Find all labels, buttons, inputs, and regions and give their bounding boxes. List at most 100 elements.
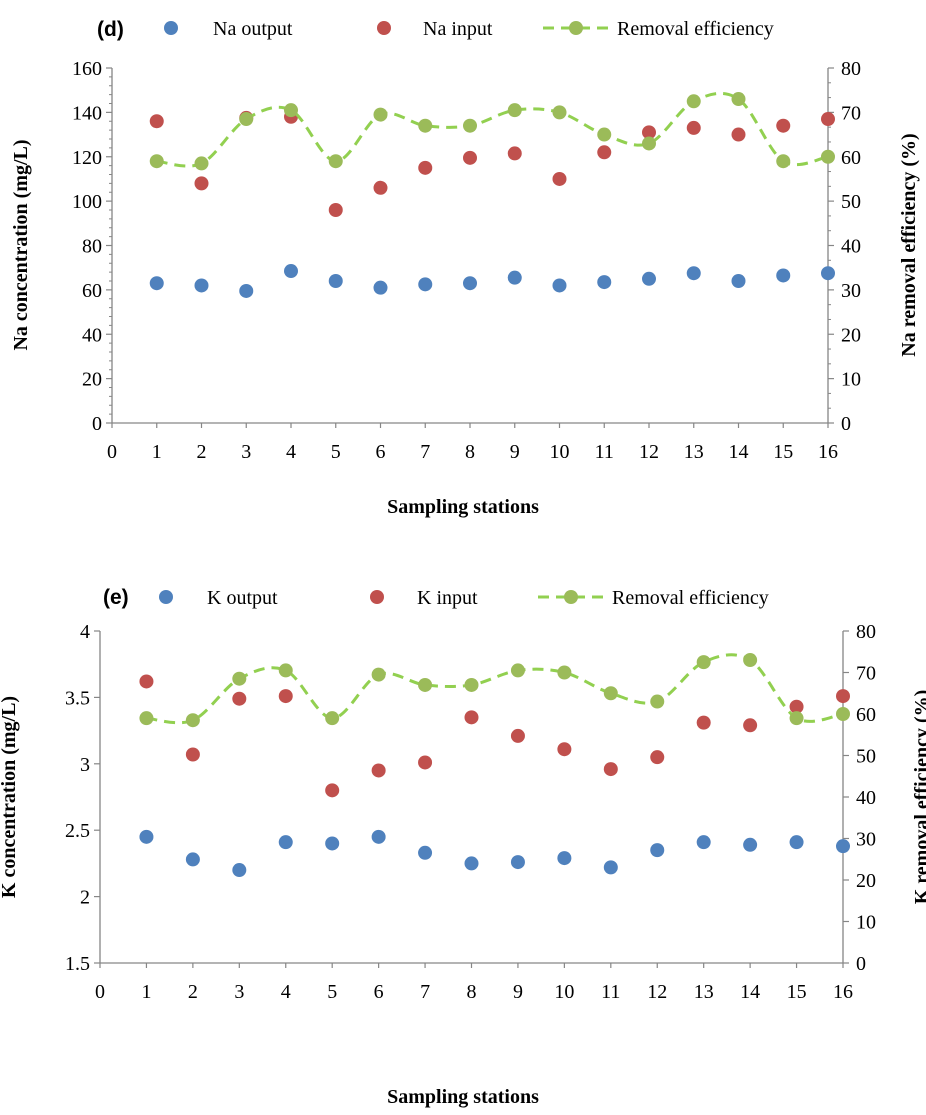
- data-point-na-output-d-station-6: [373, 280, 388, 295]
- x-tick-label-d: 7: [420, 441, 430, 463]
- x-tick-label-e: 3: [234, 981, 244, 1003]
- data-point-k-output-e-station-15: [789, 835, 804, 850]
- y-tick-label-right-e: 70: [856, 663, 876, 685]
- data-point-na-input-d-station-7: [418, 160, 433, 175]
- data-point-removal-efficiency-e-station-8: [464, 677, 479, 692]
- data-point-k-output-e-station-12: [650, 843, 665, 858]
- series-na-output-d: [149, 264, 835, 298]
- data-point-removal-efficiency-d-station-12: [642, 136, 656, 151]
- series-removal-efficiency-d: [149, 91, 835, 171]
- y-axis-title-right-e: K removal efficiency (%): [911, 690, 926, 905]
- data-point-k-input-e-station-1: [139, 674, 154, 689]
- data-point-k-output-e-station-8: [464, 856, 479, 871]
- data-point-na-output-d-station-4: [284, 264, 298, 279]
- x-tick-label-e: 6: [374, 981, 384, 1003]
- x-tick-label-e: 16: [833, 981, 853, 1003]
- x-tick-label-d: 13: [684, 441, 704, 463]
- data-point-k-input-e-station-5: [325, 783, 340, 798]
- data-point-k-input-e-station-6: [371, 763, 386, 778]
- legend-d: Na output Na input Removal efficiency: [164, 18, 774, 40]
- series-k-input-e: [139, 674, 850, 798]
- y-tick-label-left-e: 4: [80, 621, 90, 643]
- data-point-k-output-e-station-3: [232, 863, 247, 878]
- data-point-k-output-e-station-11: [603, 860, 618, 875]
- data-point-removal-efficiency-e-station-1: [139, 711, 154, 726]
- x-tick-label-e: 12: [647, 981, 667, 1003]
- data-point-na-input-d-station-5: [328, 203, 343, 217]
- data-point-removal-efficiency-d-station-16: [821, 149, 835, 164]
- data-point-removal-efficiency-d-station-7: [418, 118, 433, 133]
- data-point-k-output-e-station-2: [185, 852, 200, 867]
- legend-marker-k-output: [159, 590, 173, 604]
- data-point-removal-efficiency-e-station-3: [232, 671, 247, 686]
- data-point-na-output-d-station-2: [194, 278, 209, 293]
- data-point-na-input-d-station-8: [463, 150, 477, 165]
- data-point-k-input-e-station-8: [464, 710, 479, 725]
- data-point-na-output-d-station-10: [552, 278, 567, 293]
- y-tick-label-left-d: 60: [82, 280, 102, 302]
- x-tick-label-e: 1: [141, 981, 151, 1003]
- data-point-na-input-d-station-11: [597, 145, 612, 160]
- legend-label-na-input: Na input: [423, 18, 493, 40]
- y-tick-label-left-d: 20: [82, 369, 102, 391]
- data-point-na-output-d-station-15: [776, 268, 791, 283]
- data-point-removal-efficiency-d-station-9: [507, 103, 522, 118]
- x-tick-label-d: 3: [241, 441, 251, 463]
- data-point-k-input-e-station-4: [278, 689, 293, 704]
- y-tick-label-left-e: 2.5: [65, 820, 90, 842]
- x-tick-label-d: 5: [331, 441, 341, 463]
- data-point-na-input-d-station-1: [149, 114, 164, 129]
- legend-marker-removal-efficiency-d: [569, 21, 583, 35]
- series-removal-efficiency-e: [139, 653, 850, 728]
- data-point-k-input-e-station-2: [185, 747, 200, 762]
- data-point-removal-efficiency-d-station-4: [284, 103, 298, 118]
- x-axis-title-d: Sampling stations: [387, 496, 539, 518]
- chart-panel-d: (d) Na output Na input Removal efficienc…: [10, 18, 920, 518]
- data-point-na-output-d-station-5: [328, 274, 343, 288]
- data-point-k-output-e-station-14: [743, 837, 758, 852]
- x-tick-label-e: 7: [420, 981, 430, 1003]
- data-point-removal-efficiency-d-station-15: [776, 154, 791, 169]
- data-point-na-input-d-station-13: [686, 120, 701, 135]
- y-tick-label-left-d: 100: [72, 191, 102, 213]
- data-point-k-input-e-station-16: [836, 689, 850, 704]
- data-point-k-output-e-station-5: [325, 836, 340, 851]
- y-tick-label-left-d: 80: [82, 236, 102, 258]
- data-point-na-input-d-station-12: [642, 125, 656, 140]
- y-tick-label-right-e: 80: [856, 621, 876, 643]
- y-tick-label-right-d: 10: [841, 369, 861, 391]
- x-tick-label-d: 11: [595, 441, 614, 463]
- chart-panel-e: (e) K output K input Removal efficiency …: [0, 586, 926, 1108]
- plot-area-d: 0 1 2 3 4 5 6 7 8 9 10 11 12 13 14 15 160204060801001201…: [72, 58, 861, 463]
- x-tick-label-d: 12: [639, 441, 659, 463]
- x-tick-label-d: 0: [107, 441, 117, 463]
- data-point-removal-efficiency-d-station-3: [239, 112, 254, 127]
- x-tick-label-d: 8: [465, 441, 475, 463]
- data-point-k-input-e-station-10: [557, 742, 572, 757]
- series-line-removal-efficiency-d: [156, 91, 829, 168]
- data-point-na-output-d-station-1: [149, 276, 164, 291]
- legend-label-na-output: Na output: [213, 18, 293, 40]
- x-tick-label-d: 4: [286, 441, 296, 463]
- data-point-removal-efficiency-d-station-10: [552, 105, 567, 120]
- data-point-na-input-d-station-2: [194, 176, 209, 191]
- legend-marker-k-input: [370, 590, 384, 604]
- x-tick-label-e: 10: [554, 981, 574, 1003]
- data-point-removal-efficiency-d-station-6: [373, 107, 388, 122]
- data-point-removal-efficiency-d-station-8: [463, 118, 477, 133]
- data-point-na-input-d-station-9: [507, 146, 522, 161]
- x-tick-label-e: 15: [787, 981, 807, 1003]
- data-point-k-output-e-station-4: [278, 835, 293, 850]
- y-tick-label-left-d: 120: [72, 147, 102, 169]
- data-point-na-output-d-station-16: [821, 266, 835, 281]
- x-tick-label-d: 6: [376, 441, 386, 463]
- y-tick-label-left-d: 140: [72, 102, 102, 124]
- series-na-input-d: [149, 109, 835, 217]
- y-axis-title-left-d: Na concentration (mg/L): [10, 139, 32, 350]
- data-point-na-output-d-station-12: [642, 271, 656, 286]
- y-tick-label-left-e: 2: [80, 887, 90, 909]
- y-tick-label-right-e: 20: [856, 870, 876, 892]
- y-tick-label-right-d: 80: [841, 58, 861, 80]
- y-tick-label-right-e: 40: [856, 787, 876, 809]
